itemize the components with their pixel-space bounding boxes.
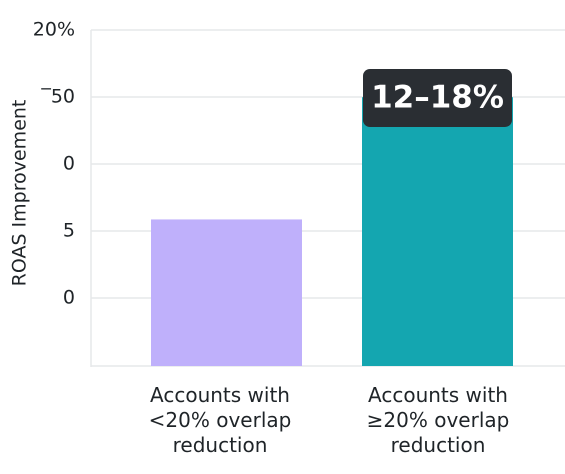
y-tick-label: 0 — [63, 287, 75, 309]
category-label-1: Accounts with <20% overlap reduction — [149, 383, 292, 457]
category-label-line: reduction — [391, 433, 486, 457]
category-label-2: Accounts with ≥20% overlap reduction — [367, 383, 510, 457]
category-label-line: <20% overlap — [149, 408, 292, 432]
callout-box — [363, 69, 512, 127]
category-label-line: Accounts with — [150, 383, 290, 407]
y-tick-label: 20% — [33, 19, 75, 41]
y-tick-label: 0 — [63, 153, 75, 175]
bar-2 — [362, 97, 513, 366]
callout: 12–18% — [363, 69, 512, 127]
category-label-line: Accounts with — [368, 383, 508, 407]
y-tick-labels: 20% ‾50 0 5 0 — [33, 19, 75, 309]
bars — [151, 97, 513, 366]
y-tick-label: 5 — [63, 220, 75, 242]
bar-1 — [151, 219, 302, 366]
callout-label: 12–18% — [371, 80, 504, 116]
y-tick-label: ‾50 — [40, 86, 75, 108]
category-label-line: ≥20% overlap — [367, 408, 510, 432]
category-labels: Accounts with <20% overlap reductionAccoun… — [149, 383, 510, 457]
y-axis-label: ROAS Improvement — [9, 100, 31, 287]
category-label-line: reduction — [173, 433, 268, 457]
